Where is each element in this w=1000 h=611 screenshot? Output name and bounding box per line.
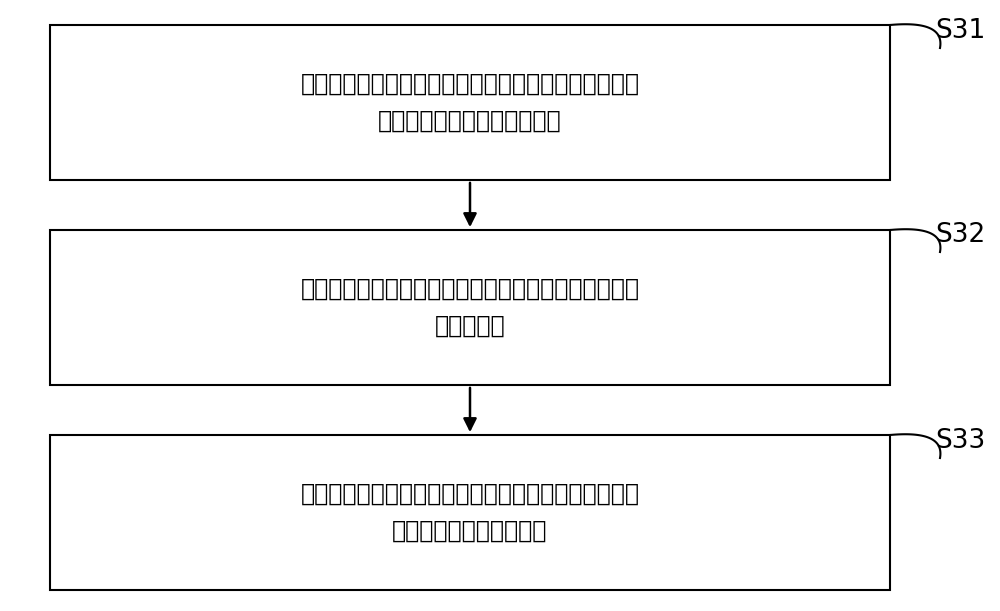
Text: S31: S31 [935, 18, 985, 44]
Bar [50, 230, 890, 385]
Bar [50, 25, 890, 180]
Text: S33: S33 [935, 428, 985, 454]
Text: 获取道路图像数据和路面压力数据，所述路面压力数据
包括每个车道的路面压力数据: 获取道路图像数据和路面压力数据，所述路面压力数据 包括每个车道的路面压力数据 [300, 72, 640, 133]
Text: 如果计算结果相同，则根据所述交通流量等级生成切换
方案并发送至交通信号灯: 如果计算结果相同，则根据所述交通流量等级生成切换 方案并发送至交通信号灯 [300, 482, 640, 543]
Text: 根据所述道路图像数据和路面压力数据计算道路上的交
通流量等级: 根据所述道路图像数据和路面压力数据计算道路上的交 通流量等级 [300, 277, 640, 338]
Text: S32: S32 [935, 222, 985, 248]
Bar [50, 435, 890, 590]
